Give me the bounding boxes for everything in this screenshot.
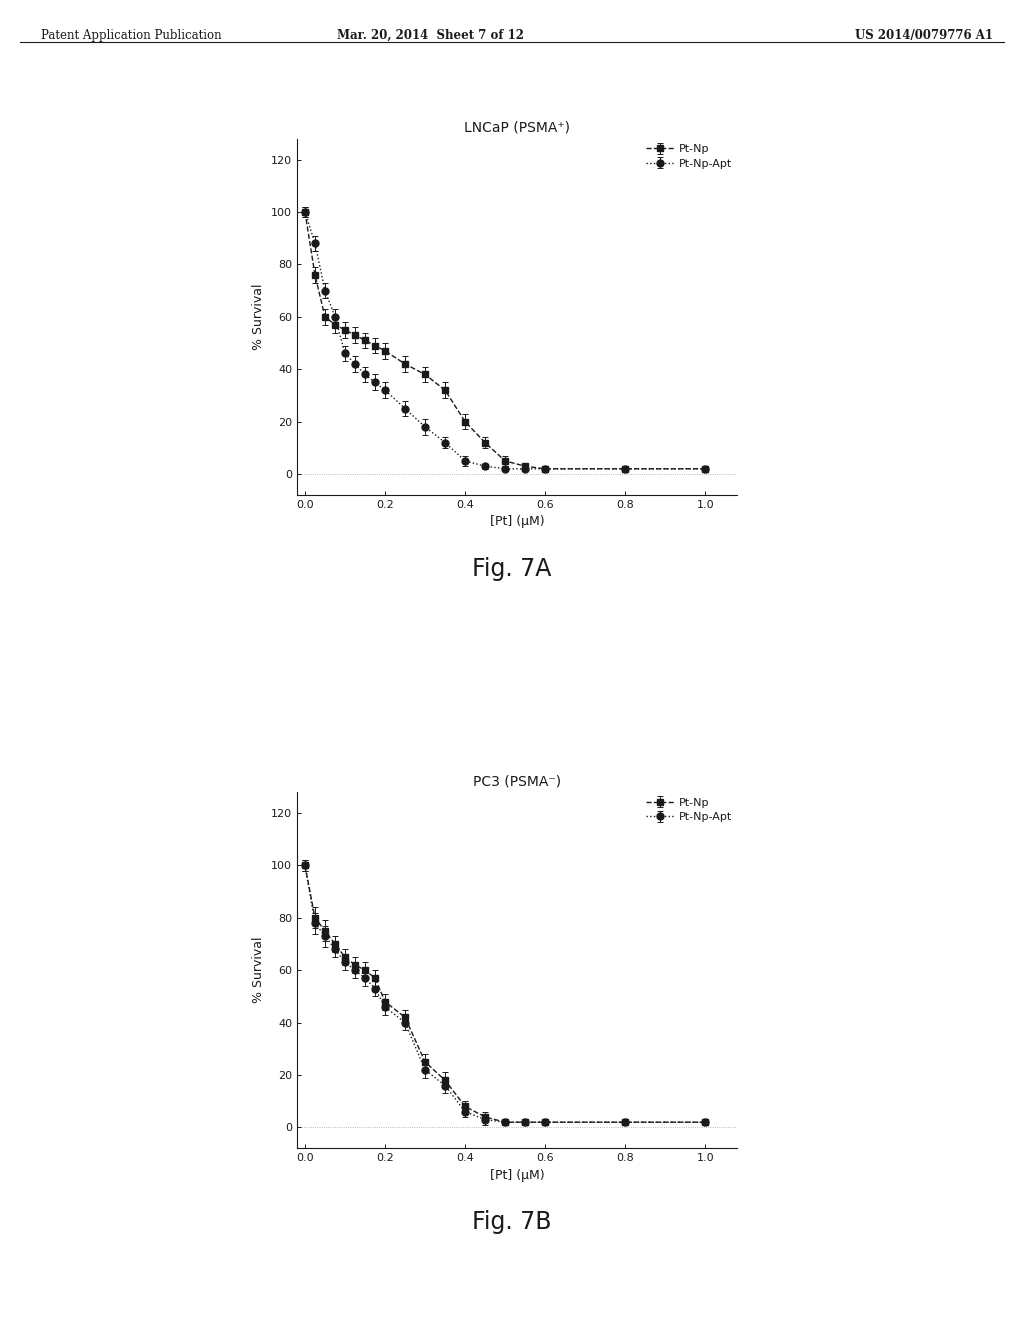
Title: PC3 (PSMA⁻): PC3 (PSMA⁻): [473, 774, 561, 788]
X-axis label: [Pt] (μM): [Pt] (μM): [489, 515, 545, 528]
X-axis label: [Pt] (μM): [Pt] (μM): [489, 1168, 545, 1181]
Text: Fig. 7A: Fig. 7A: [472, 557, 552, 581]
Text: US 2014/0079776 A1: US 2014/0079776 A1: [855, 29, 993, 42]
Text: Patent Application Publication: Patent Application Publication: [41, 29, 221, 42]
Legend: Pt-Np, Pt-Np-Apt: Pt-Np, Pt-Np-Apt: [646, 144, 732, 169]
Legend: Pt-Np, Pt-Np-Apt: Pt-Np, Pt-Np-Apt: [646, 797, 732, 822]
Text: Fig. 7B: Fig. 7B: [472, 1210, 552, 1234]
Y-axis label: % Survival: % Survival: [253, 937, 265, 1003]
Text: Mar. 20, 2014  Sheet 7 of 12: Mar. 20, 2014 Sheet 7 of 12: [337, 29, 523, 42]
Y-axis label: % Survival: % Survival: [253, 284, 265, 350]
Title: LNCaP (PSMA⁺): LNCaP (PSMA⁺): [464, 120, 570, 135]
